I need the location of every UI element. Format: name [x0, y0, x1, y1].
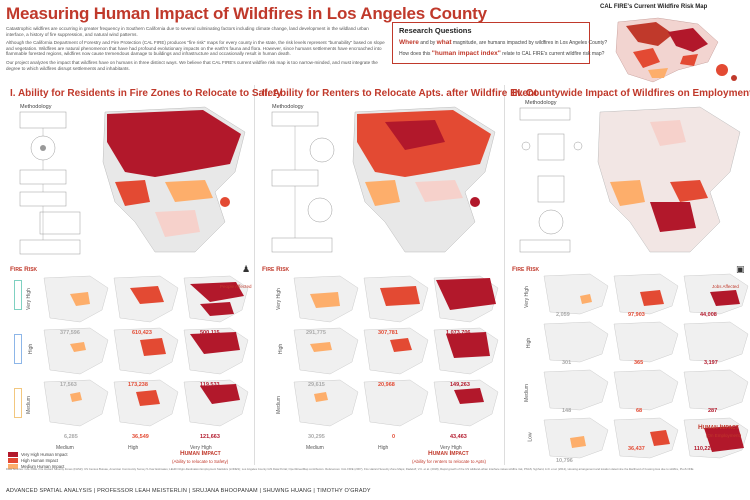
section-3-row-medium: Medium [523, 384, 530, 402]
intro-paragraph-2: Although the California Department of Fo… [6, 40, 385, 57]
s3-cell-4-2: 110,220 [694, 446, 714, 452]
section-1-col-high: High [128, 445, 139, 451]
section-3-small-maps [543, 273, 749, 459]
section-1-row-very-high: Very High [25, 288, 32, 310]
section-1-small-maps [43, 275, 249, 427]
risk-swatch-high [14, 334, 22, 364]
s1-cell-3-0: 6,285 [64, 434, 78, 440]
section-3-impact-sub: (On Employment) [706, 433, 742, 438]
s1-cell-2-0: 17,563 [60, 382, 77, 388]
section-2-col-high: High [378, 445, 389, 451]
s3-cell-1-1: 97,903 [628, 312, 645, 318]
section-1-title: I. Ability for Residents in Fire Zones t… [10, 88, 282, 99]
s2-cell-2-1: 20,968 [378, 382, 395, 388]
calfire-risk-map [615, 17, 737, 83]
s3-cell-2-0: 301 [562, 360, 572, 366]
section-3-fire-risk-label: Fire Risk [512, 266, 540, 273]
section-2-col-very-high: Very High [440, 445, 462, 451]
s2-cell-1-0: 291,775 [306, 330, 326, 336]
section-3-human-impact: Human Impact [698, 424, 739, 431]
footer-credits: ADVANCED SPATIAL ANALYSIS | PROFESSOR LE… [6, 488, 371, 494]
section-2-methodology-diagram [271, 111, 335, 253]
s2-cell-1-1: 307,781 [378, 330, 398, 336]
section-2-row-high: High [278, 343, 285, 355]
s2-cell-1-2: 1,073,706 [446, 330, 471, 336]
section-1-row-high: High [28, 343, 35, 355]
section-1-methodology-diagram [19, 111, 81, 255]
research-questions-box: Research Questions Where and by what mag… [392, 22, 608, 64]
intro-paragraph-3: Our project analyzes the impact that wil… [6, 59, 378, 71]
section-2-small-maps [293, 275, 499, 427]
s3-cell-4-0: 10,796 [556, 458, 573, 464]
section-1-human-impact: Human Impact [180, 450, 221, 457]
s1-cell-3-1: 36,549 [132, 434, 149, 440]
section-1-impact-sub: (Ability to relocate to Safety) [172, 459, 229, 464]
section-3-methodology-diagram [519, 107, 583, 253]
legend-item-very-high: Very High Human Impact [8, 452, 68, 458]
section-1-col-very-high: Very High [190, 445, 212, 451]
s1-cell-2-2: 119,533 [200, 382, 220, 388]
s3-cell-1-0: 2,059 [556, 312, 570, 318]
s3-cell-3-1: 68 [636, 408, 643, 414]
section-2-title: II. Ability for Renters to Relocate Apts… [262, 88, 538, 99]
section-1-row-medium: Medium [25, 396, 32, 414]
section-3-title: III. Countywide Impact of Wildfires on E… [512, 88, 750, 99]
section-2-human-impact: Human Impact [428, 450, 469, 457]
section-2-fire-risk-label: Fire Risk [262, 266, 290, 273]
section-2-main-map [352, 106, 496, 253]
section-1-unit-label: People Affected [220, 284, 252, 289]
section-2-row-very-high: Very High [275, 288, 282, 310]
risk-swatch-very-high [14, 280, 22, 310]
risk-swatch-medium [14, 388, 22, 418]
s1-cell-1-2: 500,115 [200, 330, 220, 336]
riskmap-title: CAL FIRE's Current Wildfire Risk Map [600, 4, 708, 10]
references-text: Data Sources: CAL FIRE. Fire Hazard Seve… [6, 468, 695, 471]
legend-item-high: High Human Impact [8, 458, 68, 464]
section-divider-2 [504, 85, 505, 465]
briefcase-icon: ▣ [736, 264, 745, 274]
section-1-fire-risk-label: Fire Risk [10, 266, 38, 273]
section-1-methodology-label: Methodology [20, 104, 52, 110]
research-questions-title: Research Questions [399, 26, 472, 35]
s3-cell-2-2: 3,197 [704, 360, 718, 366]
section-1-col-medium: Medium [56, 445, 74, 451]
research-question-1: Where and by what magnitude, are humans … [399, 39, 608, 46]
section-divider-1 [254, 85, 255, 465]
section-3-main-map [597, 106, 741, 253]
s2-cell-3-2: 43,463 [450, 434, 467, 440]
s3-cell-4-1: 36,437 [628, 446, 645, 452]
s1-cell-1-0: 377,596 [60, 330, 80, 336]
section-1-main-map [102, 106, 246, 253]
person-icon: ♟ [242, 264, 251, 274]
research-question-2: How does this "human impact index" relat… [399, 50, 605, 57]
intro-paragraph-1: Catastrophic wildfires are occurring in … [6, 26, 369, 37]
section-3-row-very-high: Very High [523, 286, 530, 308]
s2-cell-2-0: 29,615 [308, 382, 325, 388]
section-3-row-high: High [526, 337, 533, 349]
section-2-col-medium: Medium [306, 445, 324, 451]
s3-cell-3-0: 148 [562, 408, 572, 414]
s3-cell-3-2: 287 [708, 408, 718, 414]
intro-text: Catastrophic wildfires are occurring in … [6, 26, 386, 74]
s2-cell-3-1: 0 [392, 434, 396, 440]
s1-cell-1-1: 610,423 [132, 330, 152, 336]
legend: Very High Human Impact High Human Impact… [8, 452, 68, 470]
section-2-methodology-label: Methodology [272, 104, 304, 110]
poster-title: Measuring Human Impact of Wildfires in L… [6, 4, 487, 23]
section-3-row-low: Low [527, 432, 534, 442]
s1-cell-3-2: 121,663 [200, 434, 220, 440]
s2-cell-3-0: 30,295 [308, 434, 325, 440]
s2-cell-2-2: 149,263 [450, 382, 470, 388]
section-2-impact-sub: (Ability for renters to relocate to Apts… [412, 459, 487, 464]
section-2-row-medium: Medium [275, 396, 282, 414]
legend-item-medium: Medium Human Impact [8, 464, 68, 470]
s1-cell-2-1: 173,238 [128, 382, 148, 388]
s3-cell-2-1: 365 [634, 360, 644, 366]
section-3-methodology-label: Methodology [525, 100, 557, 106]
s3-cell-1-2: 44,008 [700, 312, 717, 318]
section-3-unit-label: Jobs Affected [712, 284, 739, 289]
